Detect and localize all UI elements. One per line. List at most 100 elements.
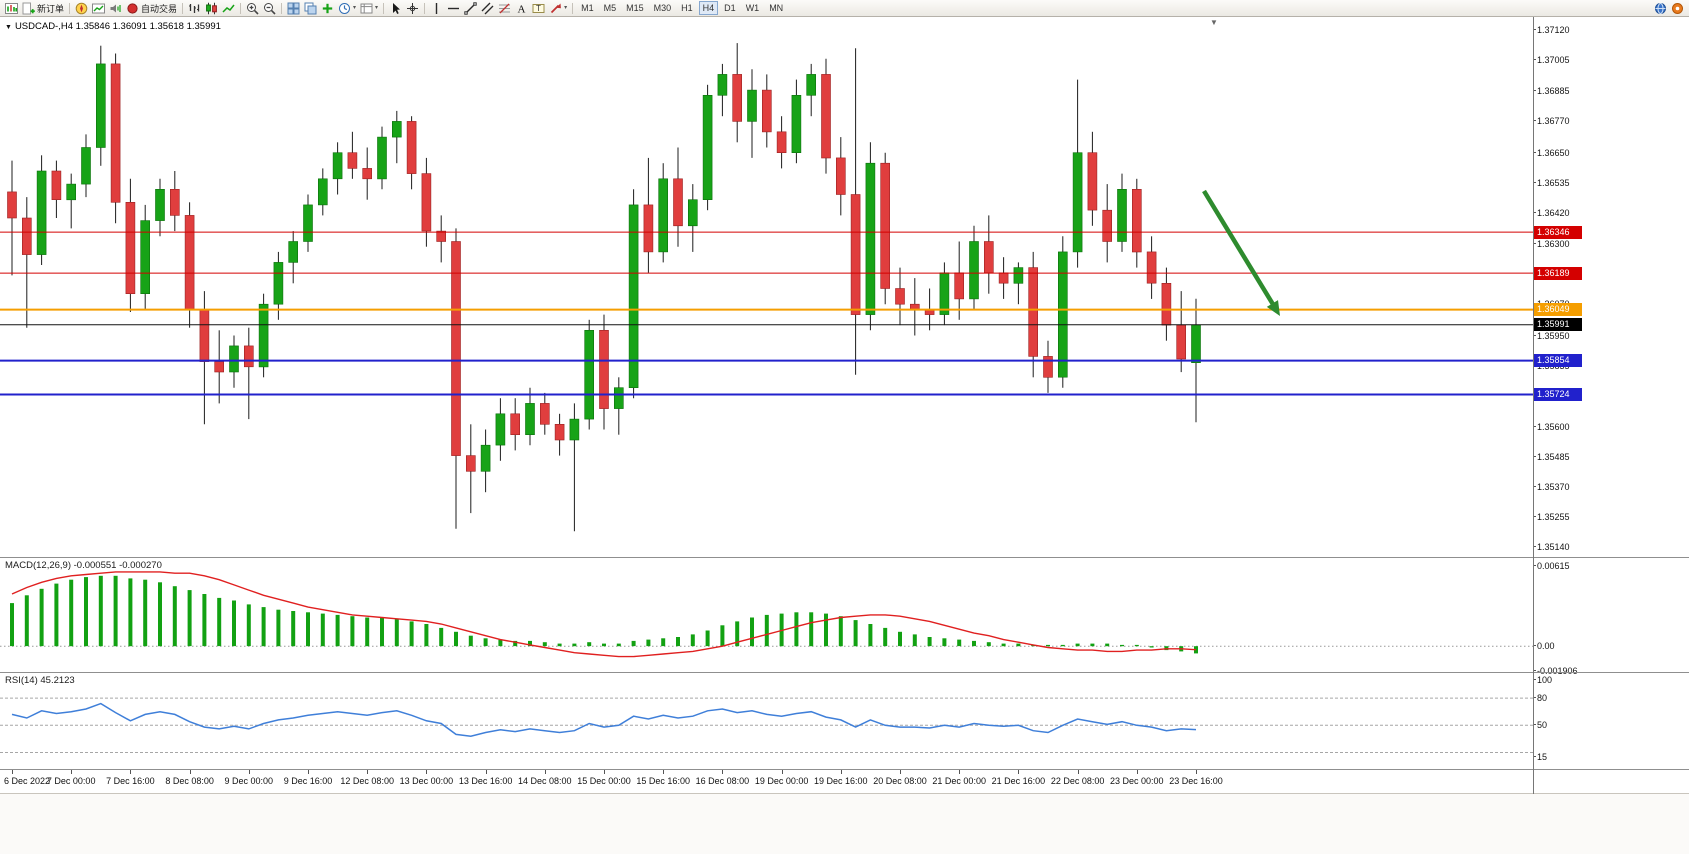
horizontal-line-button[interactable] [445,1,462,16]
bar-chart-button[interactable] [186,1,203,16]
price-scale-label: 1.36770 [1533,116,1570,126]
crosshair-button[interactable] [404,1,421,16]
indicators-button[interactable] [319,1,336,16]
ohlc-toggle-icon[interactable]: ▼ [5,24,12,31]
time-scale-label: 22 Dec 08:00 [1050,776,1105,786]
price-scale-label: 1.35600 [1533,422,1570,432]
periods-button[interactable]: ▾ [336,1,358,16]
toolbar-separator [383,2,385,14]
cascade-windows-button[interactable] [302,1,319,16]
time-scale-label: 7 Dec 00:00 [46,776,96,786]
rsi-pane[interactable] [0,673,1533,769]
window-background [0,794,1689,854]
dropdown-caret-icon: ▾ [375,5,379,11]
zoom-out-icon [263,2,276,15]
timeframe-d1-button[interactable]: D1 [720,1,740,15]
market-watch-button[interactable] [73,1,90,16]
zoom-out-button[interactable] [261,1,278,16]
fibonacci-button[interactable] [496,1,513,16]
main-chart[interactable] [0,17,1533,557]
toolbar-separator [240,2,242,14]
vline-icon [430,2,443,15]
time-tick [840,770,842,774]
compass-icon [75,2,88,15]
timeframe-h1-button[interactable]: H1 [677,1,697,15]
timeframe-mn-button[interactable]: MN [765,1,787,15]
pane-separator[interactable] [0,557,1689,558]
chart-shift-marker[interactable]: ▼ [1210,18,1218,27]
time-tick [722,770,724,774]
cascade-icon [304,2,317,15]
time-tick [308,770,309,774]
connection-button[interactable] [1669,1,1686,16]
time-scale-label: 9 Dec 00:00 [224,776,274,786]
time-scale-label: 23 Dec 00:00 [1110,776,1164,786]
strategy-tester-button[interactable] [90,1,107,16]
line-icon [222,2,235,15]
macd-pane[interactable] [0,558,1533,672]
record-icon [1671,2,1684,15]
time-tick [485,770,487,774]
price-scale-label: 1.37005 [1533,55,1570,65]
channel-button[interactable] [479,1,496,16]
new-order-button-label: 新订单 [37,3,65,14]
new-chart-button[interactable] [3,1,20,16]
autotrading-button[interactable]: 自动交易 [124,1,179,16]
timeframe-m15-button[interactable]: M15 [622,1,648,15]
time-scale-label: 15 Dec 16:00 [636,776,690,786]
time-scale-label: 21 Dec 16:00 [991,776,1046,786]
time-scale-label: 14 Dec 08:00 [518,776,572,786]
alerts-button[interactable] [107,1,124,16]
arrow-icon [549,2,562,15]
cursor-button[interactable] [387,1,404,16]
time-scale-label: 23 Dec 16:00 [1169,776,1223,786]
zoom-in-button[interactable] [244,1,261,16]
price-scale-label: 1.35370 [1533,482,1570,492]
rsi-line [11,702,1197,737]
new-order-button[interactable]: 新订单 [20,1,66,16]
price-scale-label: 1.36300 [1533,239,1570,249]
time-scale[interactable]: 6 Dec 2022 7 Dec 00:00 7 Dec 16:00 8 Dec 08… [0,770,1689,793]
time-scale-label: 9 Dec 16:00 [283,776,333,786]
time-tick [248,770,250,774]
time-tick [1018,770,1020,774]
trendline-button[interactable] [462,1,479,16]
time-scale-label: 19 Dec 00:00 [754,776,809,786]
timeframe-m1-button[interactable]: M1 [577,1,598,15]
toolbar-separator [182,2,184,14]
price-scale-label: 1.35950 [1533,331,1570,341]
line-chart-button[interactable] [220,1,237,16]
price-tag: 1.36049 [1534,303,1582,317]
timeframe-h4-button[interactable]: H4 [698,1,719,15]
indicators-icon [321,2,334,15]
time-tick [959,770,961,774]
trend-arrow-annotation[interactable] [1202,189,1280,316]
price-tag: 1.35991 [1534,318,1582,332]
candlestick-chart-button[interactable] [203,1,220,16]
window-bottom-border [0,793,1689,794]
community-button[interactable] [1652,1,1669,16]
vertical-line-button[interactable] [428,1,445,16]
pane-separator[interactable] [0,672,1689,673]
tile-windows-button[interactable] [285,1,302,16]
chart-ohlc-values: 1.35846 1.36091 1.35618 1.35991 [75,21,221,32]
dropdown-caret-icon: ▾ [353,5,357,11]
templates-button[interactable]: ▾ [358,1,380,16]
label-button[interactable]: T [530,1,547,16]
channel-icon [481,2,494,15]
text-button[interactable]: A [513,1,530,16]
rsi-value: 45.2123 [40,675,75,686]
cursor-icon [389,2,402,15]
toolbar-separator [424,2,426,14]
price-scale-label: 1.36650 [1533,148,1570,158]
arrows-button[interactable]: ▾ [547,1,569,16]
time-scale-label: 8 Dec 08:00 [165,776,214,786]
toolbar-separator [69,2,71,14]
timeframe-m5-button[interactable]: M5 [600,1,621,15]
time-tick [130,770,132,774]
timeframe-m30-button[interactable]: M30 [650,1,676,15]
globe-icon [1654,2,1667,15]
timeframe-w1-button[interactable]: W1 [742,1,764,15]
autotrading-icon [126,2,139,15]
macd-title: MACD(12,26,9) [5,560,71,571]
